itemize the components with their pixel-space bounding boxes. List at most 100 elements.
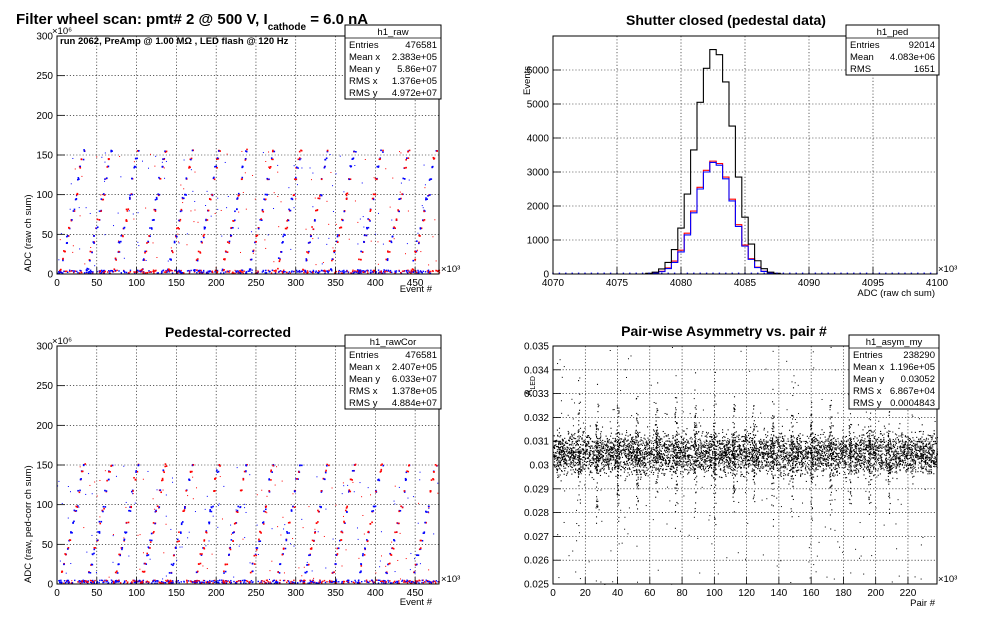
rawcor-point: [284, 547, 287, 550]
asym-point: [880, 468, 882, 470]
asym-point: [772, 447, 774, 449]
raw-point: [280, 201, 282, 203]
asym-point: [680, 456, 682, 458]
asym-point: [918, 456, 920, 458]
raw-stats-key: Mean x: [349, 52, 380, 63]
asym-point: [667, 448, 669, 450]
rawcor-point: [209, 579, 211, 582]
rawcor-point: [82, 464, 85, 467]
asym-point: [571, 448, 573, 450]
raw-point: [164, 157, 166, 159]
rawcor-point: [164, 463, 167, 465]
rawcor-point: [117, 563, 120, 566]
rawcor-point: [165, 515, 167, 517]
rawcor-point: [147, 582, 150, 584]
asym-point: [799, 443, 801, 445]
raw-point: [350, 165, 352, 168]
asym-point: [583, 452, 585, 454]
raw-point: [380, 270, 383, 272]
raw-point: [176, 272, 179, 274]
rawcor-point: [177, 580, 180, 582]
rawcor-point: [212, 580, 214, 582]
asym-point: [884, 448, 886, 450]
asym-point: [574, 451, 576, 453]
rawcor-point: [144, 562, 146, 565]
rawcor-point: [116, 581, 119, 583]
raw-point: [201, 241, 203, 244]
asym-point: [882, 467, 884, 469]
rawcor-point: [294, 582, 296, 584]
raw-point: [394, 227, 397, 230]
asym-point: [802, 455, 804, 457]
rawcor-stats-key: Mean y: [349, 374, 380, 385]
asym-point: [744, 437, 746, 440]
asym-point: [657, 459, 659, 461]
raw-point: [139, 270, 142, 272]
raw-point: [279, 270, 282, 272]
raw-point: [136, 269, 139, 272]
rawcor-point: [347, 581, 349, 583]
asym-point: [607, 440, 609, 442]
asym-point: [846, 440, 848, 442]
raw-point: [345, 193, 348, 195]
rawcor-point: [200, 581, 203, 584]
asym-point: [713, 469, 715, 472]
asym-point: [906, 464, 908, 466]
asym-point: [555, 441, 557, 443]
rawcor-point: [149, 547, 151, 549]
asym-point: [827, 455, 829, 457]
raw-point: [179, 270, 181, 272]
asym-point: [731, 461, 733, 463]
asym-point: [851, 447, 853, 449]
asym-point: [832, 454, 835, 456]
rawcor-point: [297, 582, 299, 584]
asym-point: [866, 466, 868, 468]
rawcor-point: [251, 570, 254, 573]
raw-data-points: [57, 148, 441, 275]
raw-stats-key: RMS x: [349, 76, 378, 87]
raw-stats-key: RMS y: [349, 88, 378, 99]
asym-point: [590, 445, 592, 447]
asym-point: [563, 473, 565, 475]
rawcor-point: [81, 470, 83, 473]
raw-point: [129, 198, 131, 200]
asym-point: [905, 454, 907, 456]
raw-point: [333, 251, 336, 254]
asym-point: [754, 466, 756, 468]
raw-point: [273, 150, 276, 153]
asym-point: [873, 457, 875, 460]
raw-point: [338, 234, 340, 237]
asym-point: [584, 450, 586, 452]
rawcor-point: [421, 579, 423, 582]
rawcor-point: [170, 580, 173, 582]
raw-point: [180, 271, 182, 273]
raw-point: [297, 158, 300, 161]
raw-point: [68, 269, 71, 271]
rawcor-point: [163, 581, 165, 584]
rawcor-point: [162, 582, 164, 584]
raw-point: [246, 148, 248, 151]
raw-point: [111, 270, 114, 273]
asym-point: [785, 455, 787, 457]
rawcor-point: [421, 581, 423, 584]
asym-point: [909, 449, 911, 451]
asym-point: [742, 452, 744, 454]
raw-point: [385, 168, 387, 170]
rawcor-point: [149, 558, 151, 560]
raw-point: [346, 192, 349, 195]
asym-point: [908, 463, 911, 465]
asym-point: [866, 450, 868, 452]
raw-point: [389, 271, 392, 274]
raw-point: [376, 178, 378, 181]
rawcor-point: [154, 582, 156, 584]
asym-point: [825, 468, 827, 470]
raw-point: [328, 270, 330, 272]
asym-point: [865, 444, 867, 446]
raw-point: [286, 226, 289, 229]
asym-point: [675, 469, 678, 471]
rawcor-point: [297, 471, 300, 473]
rawcor-point: [365, 581, 368, 583]
asym-point: [820, 445, 822, 447]
asym-point: [724, 439, 726, 441]
rawcor-point: [340, 539, 342, 541]
